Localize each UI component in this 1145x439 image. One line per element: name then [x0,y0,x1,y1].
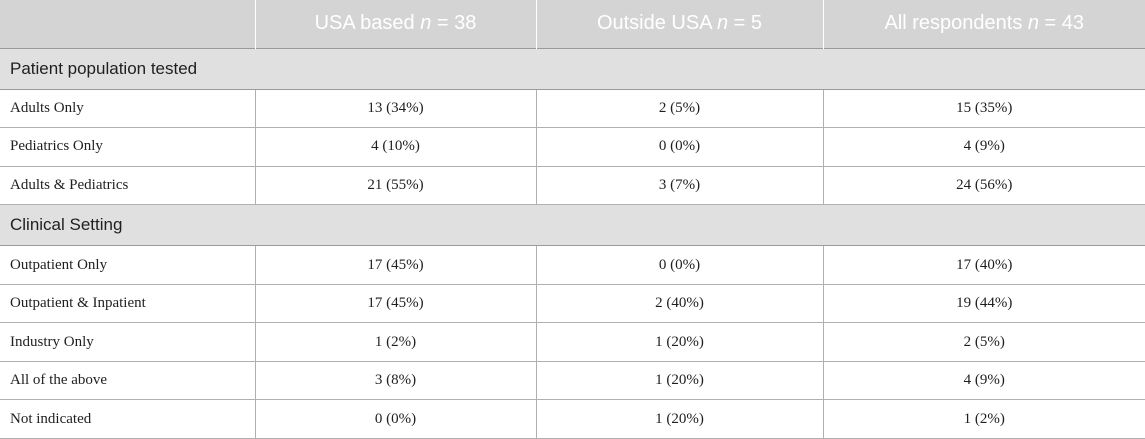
header-outside-text: Outside USA [596,12,717,35]
cell-outside: 0 (0%) [536,245,824,285]
cell-outside: 1 (20%) [536,361,824,401]
cell-all: 2 (5%) [823,322,1145,362]
cell-usa: 1 (2%) [255,322,537,362]
cell-all: 17 (40%) [823,245,1145,285]
header-all-text: All respondents [884,12,1028,35]
section-header-row: Clinical Setting [0,204,1145,247]
row-label: Adults & Pediatrics [0,166,256,206]
row-label: Not indicated [0,399,256,439]
cell-usa: 3 (8%) [255,361,537,401]
table-row: Not indicated 0 (0%) 1 (20%) 1 (2%) [0,399,1145,439]
header-all-n-value: = 43 [1039,12,1085,35]
row-label: Outpatient Only [0,245,256,285]
cell-all: 15 (35%) [823,89,1145,129]
cell-all: 24 (56%) [823,166,1145,206]
row-label: Pediatrics Only [0,127,256,167]
header-all-n-var: n [1027,12,1039,35]
table-header-row: USA based n = 38 Outside USA n = 5 All r… [0,0,1145,48]
cell-usa: 17 (45%) [255,245,537,285]
cell-outside: 2 (40%) [536,284,824,324]
row-label: Industry Only [0,322,256,362]
cell-outside: 1 (20%) [536,399,824,439]
table-row: Outpatient & Inpatient 17 (45%) 2 (40%) … [0,284,1145,324]
table-row: Industry Only 1 (2%) 1 (20%) 2 (5%) [0,322,1145,362]
cell-usa: 0 (0%) [255,399,537,439]
cell-outside: 0 (0%) [536,127,824,167]
cell-all: 4 (9%) [823,127,1145,167]
header-outside-n-var: n [717,12,729,35]
header-usa-text: USA based [314,12,421,35]
header-usa-n-var: n [420,12,432,35]
row-label: All of the above [0,361,256,401]
cell-all: 4 (9%) [823,361,1145,401]
header-usa-based: USA based n = 38 [255,0,537,48]
header-usa-n-value: = 38 [431,12,477,35]
section-title: Patient population tested [0,47,1145,90]
row-label: Outpatient & Inpatient [0,284,256,324]
table-row: Adults & Pediatrics 21 (55%) 3 (7%) 24 (… [0,166,1145,206]
section-header-row: Patient population tested [0,47,1145,90]
cell-usa: 13 (34%) [255,89,537,129]
header-empty-cell [0,0,256,48]
cell-outside: 1 (20%) [536,322,824,362]
table-row: Pediatrics Only 4 (10%) 0 (0%) 4 (9%) [0,127,1145,167]
header-all-respondents: All respondents n = 43 [823,0,1145,48]
table-row: Adults Only 13 (34%) 2 (5%) 15 (35%) [0,89,1145,129]
header-outside-n-value: = 5 [728,12,763,35]
section-title: Clinical Setting [0,204,1145,247]
header-outside-usa: Outside USA n = 5 [536,0,824,48]
table-row: Outpatient Only 17 (45%) 0 (0%) 17 (40%) [0,245,1145,285]
cell-all: 1 (2%) [823,399,1145,439]
cell-all: 19 (44%) [823,284,1145,324]
table-row: All of the above 3 (8%) 1 (20%) 4 (9%) [0,361,1145,401]
cell-usa: 4 (10%) [255,127,537,167]
cell-usa: 21 (55%) [255,166,537,206]
cell-outside: 3 (7%) [536,166,824,206]
cell-outside: 2 (5%) [536,89,824,129]
row-label: Adults Only [0,89,256,129]
cell-usa: 17 (45%) [255,284,537,324]
